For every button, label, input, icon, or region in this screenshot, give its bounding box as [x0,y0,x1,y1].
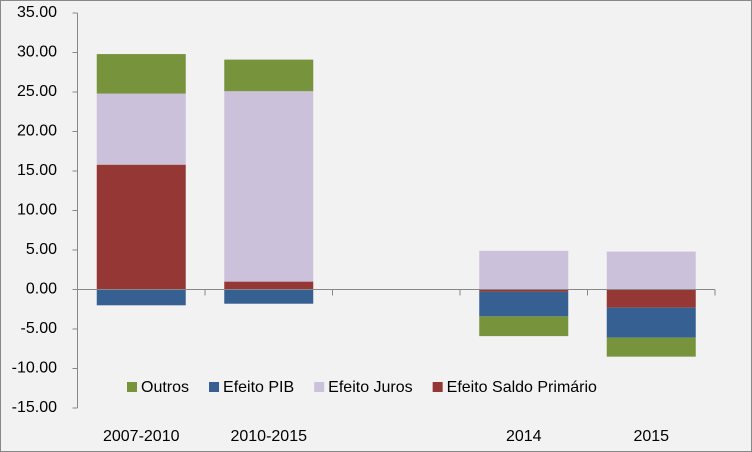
y-tick-label: -5.00 [21,320,58,337]
bar-segment [479,250,569,290]
bar-segment [479,289,569,292]
bar-segment [606,307,696,338]
y-tick-label: 20.00 [17,123,57,140]
y-tick-label: 35.00 [17,4,57,21]
legend-label: Efeito PIB [223,379,294,396]
bar-segment [224,289,314,304]
bar-segment [606,337,696,357]
y-tick-label: 5.00 [26,241,57,258]
bar-segment [479,316,569,337]
bar-segment [606,251,696,290]
y-tick-label: 30.00 [17,44,57,61]
legend-swatch [432,382,443,392]
bar-segment [224,91,314,282]
x-tick-label: 2010-2015 [230,428,307,445]
y-tick-label: -10.00 [12,360,57,377]
legend-label: Outros [141,379,189,396]
bar-segment [96,289,186,306]
x-tick-label: 2015 [633,428,669,445]
legend-swatch [209,382,220,392]
legend-swatch [314,382,325,392]
legend-swatch [127,382,137,392]
legend-label: Efeito Saldo Primário [447,379,597,396]
bar-segment [96,93,186,165]
bar-segment [96,164,186,290]
bar-segment [606,289,696,308]
y-tick-label: 15.00 [17,162,57,179]
bar-segment [224,281,314,290]
x-tick-label: 2014 [506,428,542,445]
bar-segment [224,59,314,92]
bar-segment [479,291,569,317]
legend-label: Efeito Juros [328,379,412,396]
x-tick-label: 2007-2010 [103,428,180,445]
bar-segment [96,54,186,94]
y-tick-label: 10.00 [17,202,57,219]
y-tick-label: 25.00 [17,83,57,100]
y-tick-label: 0.00 [26,281,57,298]
y-tick-label: -15.00 [12,399,57,416]
